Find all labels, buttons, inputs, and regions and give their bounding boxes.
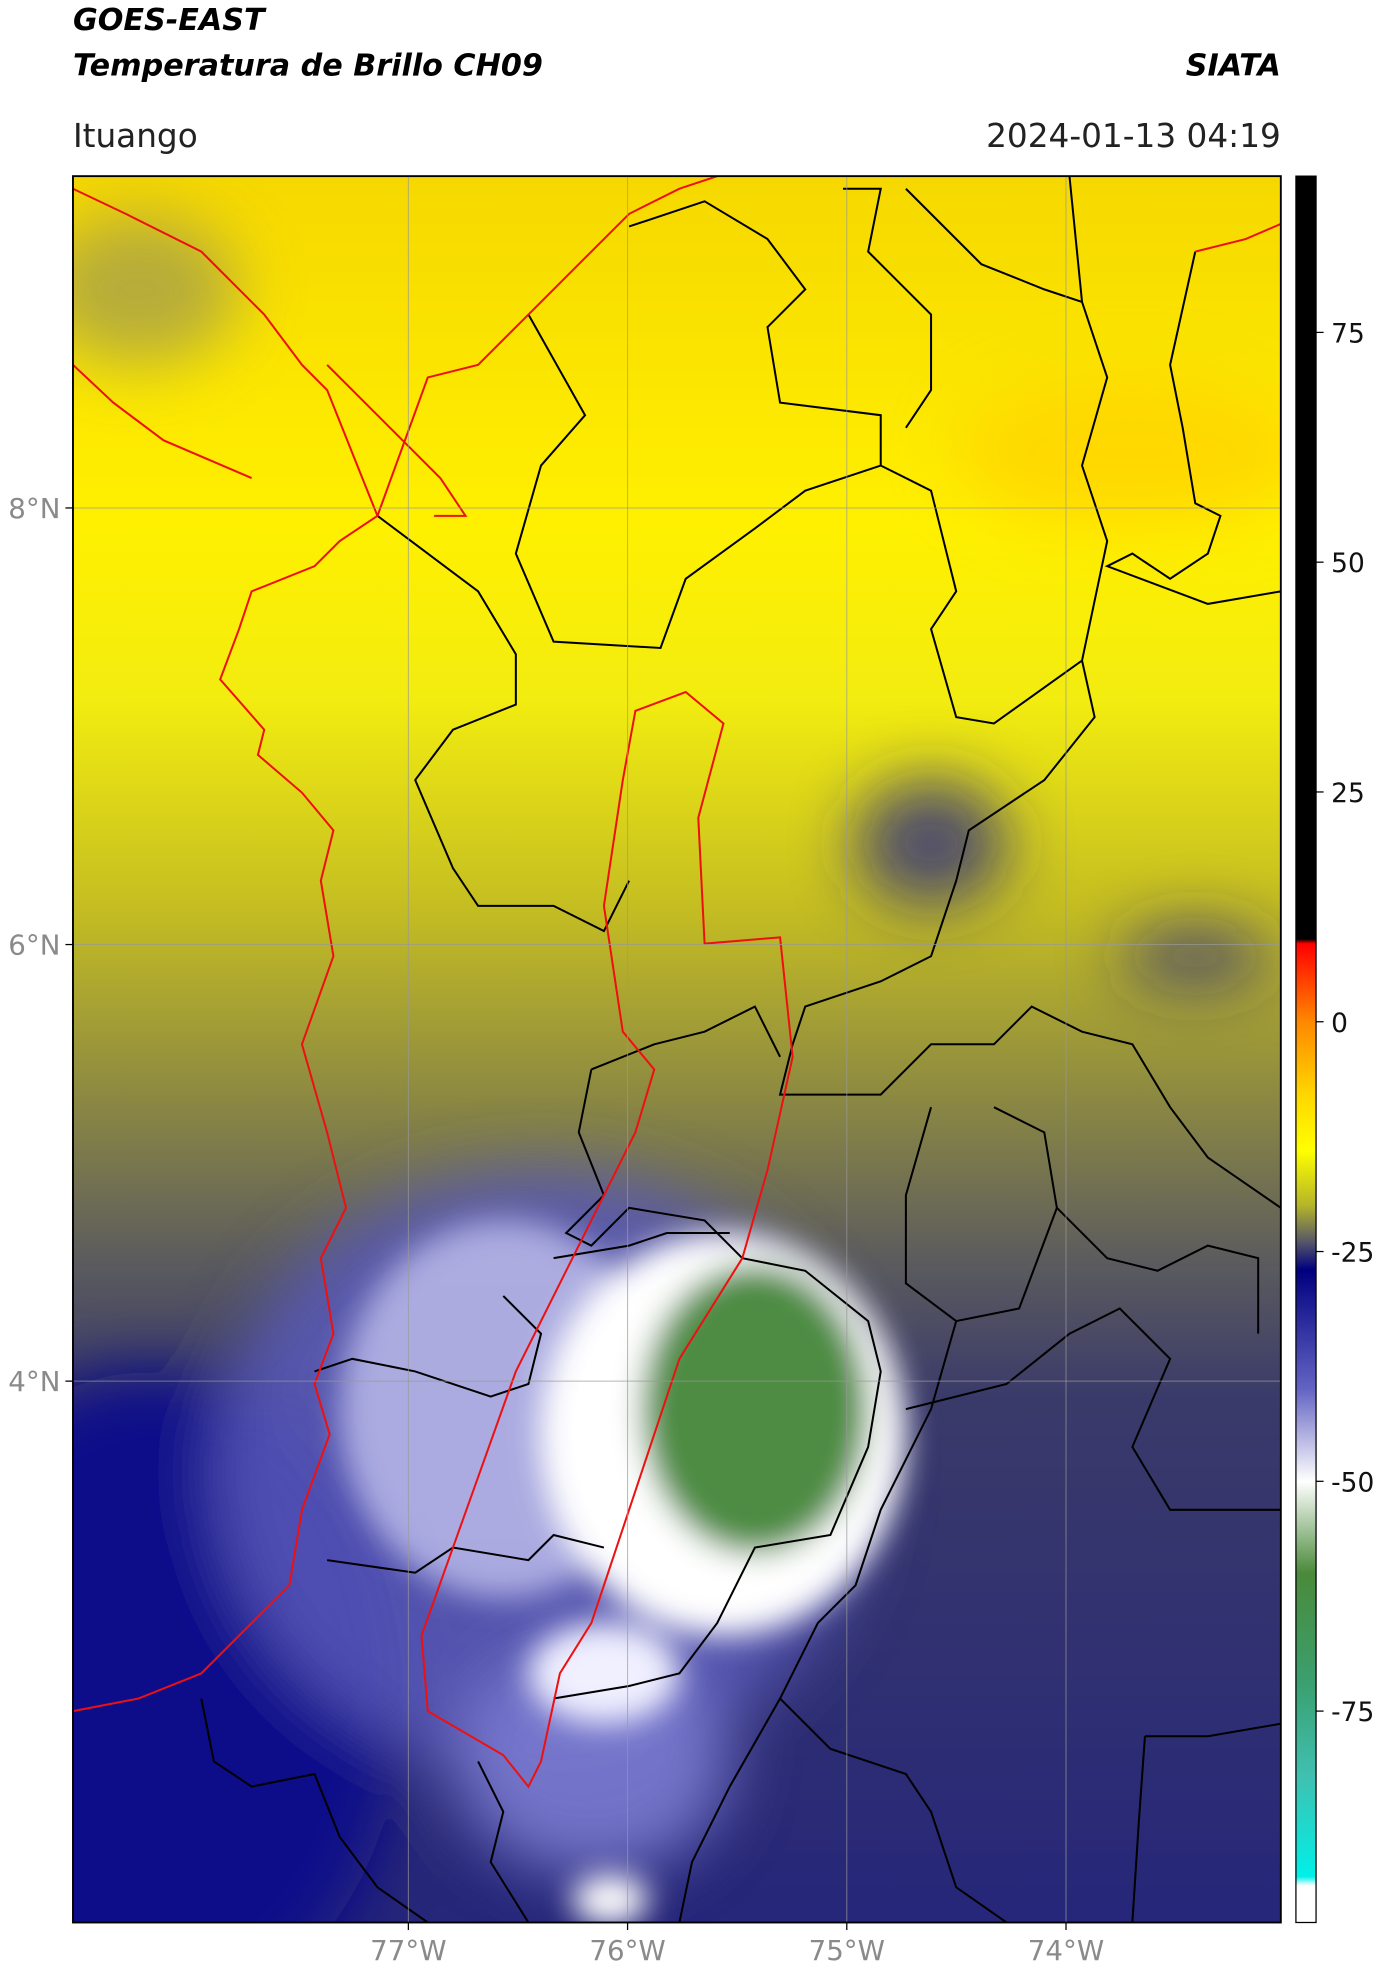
lon-tick-label: 74°W	[1028, 1934, 1104, 1967]
basin-outline	[420, 690, 794, 1789]
lon-tick-label: 76°W	[589, 1934, 665, 1967]
colorbar-frame	[1295, 175, 1317, 1924]
colorbar-tick-label: -75	[1331, 1697, 1374, 1728]
map-frame	[72, 175, 1282, 1924]
colorbar-fill	[1295, 176, 1317, 1923]
source: SIATA	[1186, 48, 1281, 83]
datetime: 2024-01-13 04:19	[986, 117, 1281, 155]
colorbar-tick-label: -25	[1331, 1238, 1374, 1269]
coastline	[72, 176, 1281, 1713]
location: Ituango	[73, 117, 198, 155]
lon-tick-label: 75°W	[809, 1934, 885, 1967]
colorbar-tick-label: 25	[1331, 778, 1365, 809]
lat-tick-label: 6°N	[8, 929, 60, 962]
lon-tick-label: 77°W	[370, 1934, 446, 1967]
lat-tick-label: 4°N	[8, 1365, 60, 1398]
colorbar-tick-label: -50	[1331, 1467, 1374, 1498]
colorbar-tick-label: 0	[1331, 1008, 1348, 1039]
title: GOES-EAST	[73, 3, 267, 38]
colorbar-tick-label: 75	[1331, 318, 1365, 349]
subtitle: Temperatura de Brillo CH09	[73, 48, 543, 83]
map-area	[72, 176, 1281, 1923]
admin-borders	[200, 176, 1281, 1923]
colorbar-tick-label: 50	[1331, 548, 1365, 579]
grid	[72, 176, 1281, 1923]
lat-tick-label: 8°N	[8, 492, 60, 525]
colorbar: -75 -50 -25 0 25 50 75	[1295, 176, 1374, 1923]
